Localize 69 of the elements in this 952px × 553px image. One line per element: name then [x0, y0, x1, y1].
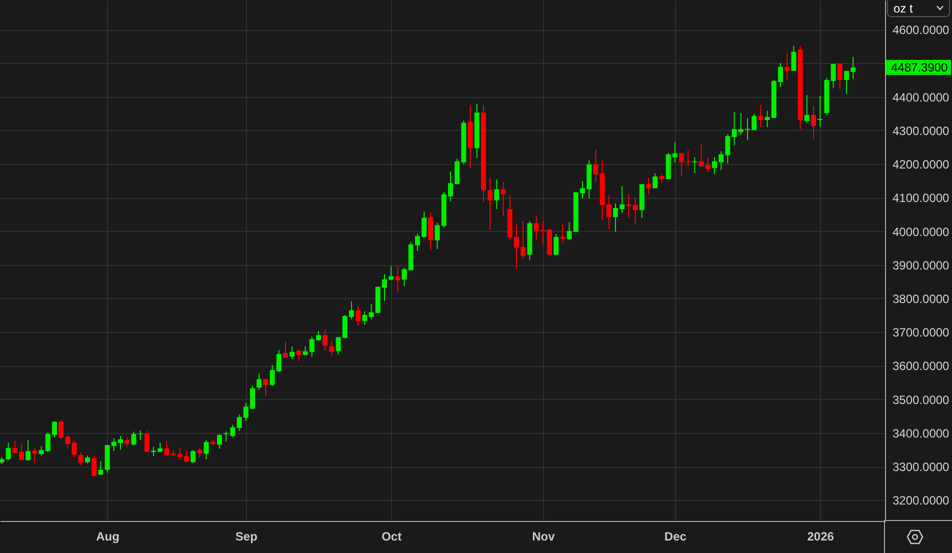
- candlestick: [92, 456, 97, 478]
- candlestick: [124, 437, 130, 448]
- x-tick-label: Dec: [664, 530, 687, 544]
- candlestick: [811, 105, 816, 140]
- candlestick: [72, 440, 77, 458]
- y-tick-label: 3800.0000: [892, 292, 950, 306]
- y-tick-label: 4600.0000: [892, 23, 950, 38]
- y-tick-label: 3200.0000: [892, 494, 950, 508]
- candlestick: [791, 45, 796, 72]
- text: 4487.3900: [891, 60, 948, 74]
- candlestick: [356, 305, 361, 326]
- candlestick: [818, 95, 823, 128]
- y-tick-label: 4100.0000: [892, 191, 950, 206]
- candlestick: [138, 430, 143, 440]
- candlestick: [659, 174, 664, 184]
- candlestick: [362, 310, 368, 326]
- candlestick: [290, 346, 295, 360]
- candlestick: [837, 62, 842, 90]
- candlestick: [283, 341, 288, 358]
- candlestick: [98, 460, 104, 476]
- candlestick: [488, 177, 493, 230]
- candlestick: [78, 452, 84, 466]
- y-tick-label: 3700.0000: [892, 326, 950, 340]
- candlestick: [560, 224, 566, 244]
- candlestick: [164, 440, 170, 457]
- candlestick: [217, 434, 222, 450]
- candlestick: [395, 266, 400, 292]
- candlestick: [652, 172, 658, 189]
- y-tick-label: 4200.0000: [892, 158, 950, 172]
- candlestick: [6, 442, 11, 461]
- candlestick: [646, 176, 651, 195]
- candlestick: [593, 149, 598, 183]
- candlestick: [322, 328, 328, 352]
- candlestick: [296, 348, 302, 362]
- x-tick-label: 2026: [807, 530, 834, 544]
- candlestick: [32, 448, 38, 464]
- candlestick: [204, 439, 209, 460]
- candlestick: [256, 372, 262, 390]
- candlestick: [428, 212, 434, 251]
- y-axis-title: oz t: [894, 2, 914, 16]
- candlestick: [554, 233, 559, 256]
- candlestick: [830, 63, 836, 89]
- candlestick: [692, 156, 698, 174]
- candlestick: [804, 94, 810, 124]
- candlestick: [131, 431, 136, 446]
- y-tick-label: 3300.0000: [892, 460, 950, 474]
- candlestick: [26, 439, 31, 462]
- candlestick: [758, 104, 764, 128]
- y-tick-label: 4300.0000: [892, 124, 950, 138]
- y-tick-label: 3900.0000: [892, 258, 950, 272]
- x-tick-label: Nov: [532, 530, 556, 544]
- x-tick-label: Sep: [235, 530, 258, 544]
- candlestick: [494, 178, 500, 210]
- y-tick-label: 4000.0000: [892, 224, 950, 239]
- y-tick-label: 4400.0000: [892, 90, 950, 104]
- y-tick-label: 3600.0000: [892, 359, 950, 374]
- x-tick-label: Aug: [96, 530, 120, 544]
- candlestick: [500, 182, 506, 217]
- candlestick: [263, 378, 268, 396]
- candlestick: [190, 450, 196, 464]
- candlestick: [388, 266, 394, 281]
- candlestick: [197, 448, 202, 459]
- x-tick-label: Oct: [382, 530, 402, 544]
- candlestick: [144, 430, 150, 453]
- candlestick: [329, 340, 334, 356]
- y-tick-label: 3400.0000: [892, 426, 950, 440]
- candlestick: [632, 196, 638, 225]
- y-tick-label: 3500.0000: [892, 392, 950, 407]
- candlestick: [784, 53, 790, 80]
